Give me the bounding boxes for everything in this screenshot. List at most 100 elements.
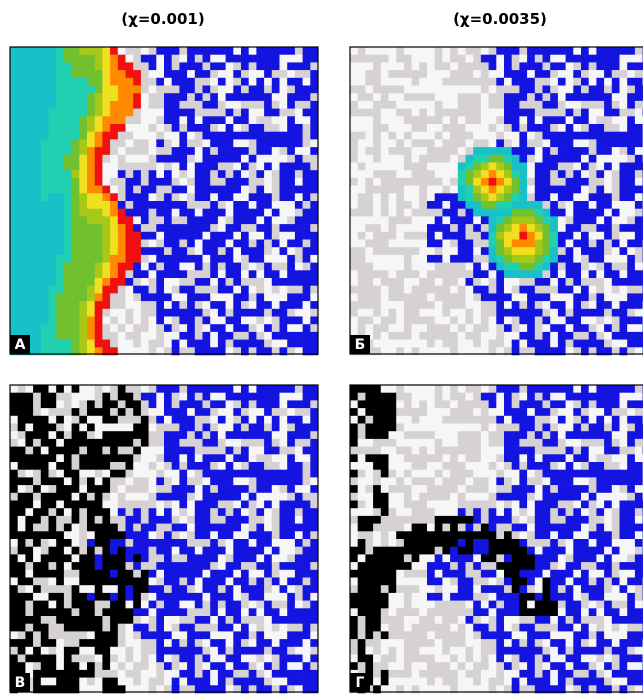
cell (404, 332, 412, 340)
cell (226, 670, 234, 678)
cell (566, 293, 574, 301)
cell (287, 416, 295, 424)
cell (141, 240, 149, 248)
cell (435, 124, 443, 132)
cell (164, 240, 172, 248)
cell (295, 124, 303, 132)
cell (272, 224, 280, 232)
cell (79, 186, 87, 194)
cell (72, 570, 80, 578)
cell (203, 447, 211, 455)
cell (141, 47, 149, 55)
cell (172, 416, 180, 424)
cell (241, 408, 249, 416)
cell (41, 70, 49, 78)
cell (412, 293, 420, 301)
cell (95, 485, 103, 493)
cell (33, 178, 41, 186)
cell (412, 62, 420, 70)
cell (149, 216, 157, 224)
cell (512, 400, 520, 408)
cell (256, 201, 264, 209)
cell (64, 416, 72, 424)
cell (241, 193, 249, 201)
cell (179, 116, 187, 124)
cell (41, 86, 49, 94)
cell (64, 601, 72, 609)
cell (249, 662, 257, 670)
cell (10, 631, 18, 639)
cell (187, 278, 195, 286)
cell (233, 616, 241, 624)
cell (373, 178, 381, 186)
cell (458, 416, 466, 424)
cell (535, 116, 543, 124)
cell (95, 624, 103, 632)
cell (233, 608, 241, 616)
cell (596, 124, 604, 132)
cell (118, 578, 126, 586)
cell (218, 209, 226, 217)
cell (72, 93, 80, 101)
cell (33, 163, 41, 171)
cell (118, 424, 126, 432)
cell (404, 385, 412, 393)
cell (249, 477, 257, 485)
cell (272, 562, 280, 570)
cell (102, 562, 110, 570)
cell (133, 193, 141, 201)
cell (350, 263, 358, 271)
cell (373, 309, 381, 317)
cell (195, 247, 203, 255)
cell (566, 247, 574, 255)
cell (218, 55, 226, 63)
cell (18, 247, 26, 255)
cell (635, 86, 643, 94)
cell (133, 385, 141, 393)
cell (172, 147, 180, 155)
cell (195, 562, 203, 570)
cell (172, 678, 180, 686)
cell (241, 232, 249, 240)
cell (133, 539, 141, 547)
cell (581, 170, 589, 178)
cell (79, 570, 87, 578)
cell (203, 155, 211, 163)
cell (527, 301, 535, 309)
cell (249, 209, 257, 217)
cell (18, 424, 26, 432)
cell (110, 631, 118, 639)
cell (512, 416, 520, 424)
cell (256, 508, 264, 516)
cell (79, 332, 87, 340)
cell (404, 317, 412, 325)
cell (33, 416, 41, 424)
cell (133, 101, 141, 109)
cell (450, 170, 458, 178)
cell (172, 209, 180, 217)
cell (612, 70, 620, 78)
cell (310, 493, 318, 501)
cell (102, 662, 110, 670)
cell (612, 186, 620, 194)
cell (210, 255, 218, 263)
cell (404, 240, 412, 248)
cell (218, 439, 226, 447)
cell (527, 278, 535, 286)
cell (496, 332, 504, 340)
cell (604, 293, 612, 301)
cell (365, 178, 373, 186)
cell (233, 524, 241, 532)
cell (187, 124, 195, 132)
cell (164, 585, 172, 593)
cell (473, 270, 481, 278)
cell (427, 224, 435, 232)
cell (435, 408, 443, 416)
cell (241, 263, 249, 271)
cell (126, 309, 134, 317)
cell (226, 400, 234, 408)
cell (241, 216, 249, 224)
cell (72, 101, 80, 109)
cell (95, 593, 103, 601)
cell (635, 124, 643, 132)
